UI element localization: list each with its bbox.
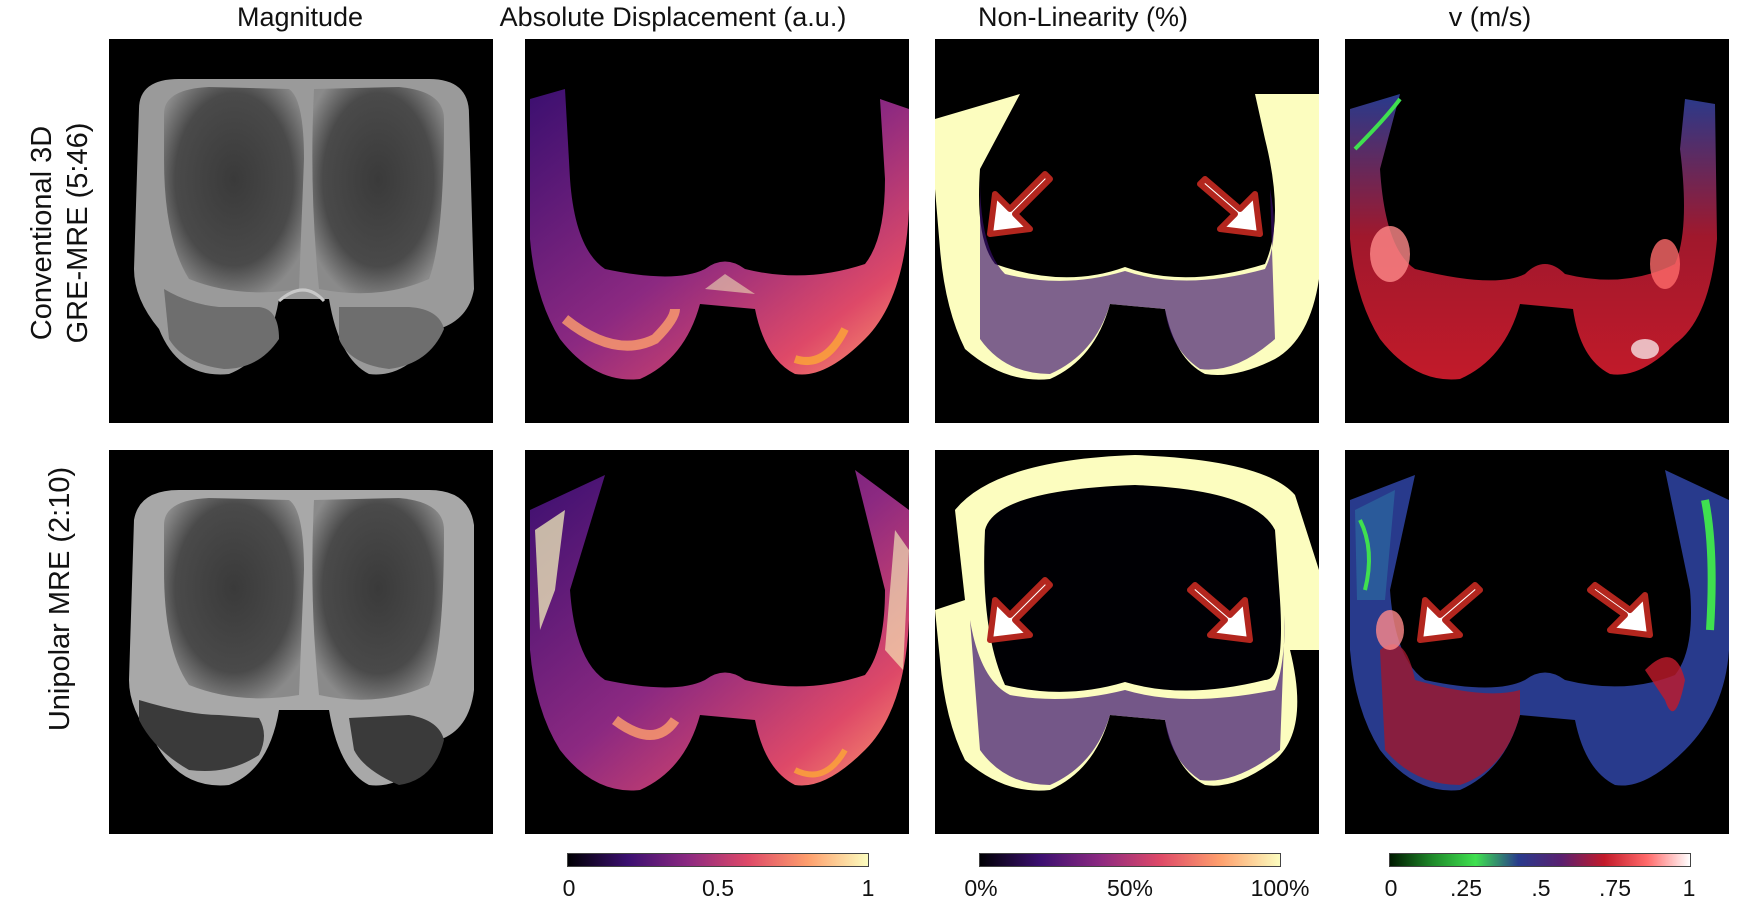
colorbar-velocity xyxy=(1389,853,1691,867)
arrow-icon xyxy=(987,171,1053,237)
colorbar-tick: 100% xyxy=(1250,875,1310,901)
colorbar-tick: 1 xyxy=(1682,875,1696,901)
title-magnitude: Magnitude xyxy=(236,2,364,32)
panel-velocity-conventional xyxy=(1345,39,1729,423)
colorbar-tick: .75 xyxy=(1599,875,1631,901)
title-displacement: Absolute Displacement (a.u.) xyxy=(499,2,847,32)
colorbar-tick: .25 xyxy=(1450,875,1482,901)
panel-magnitude-conventional xyxy=(109,39,493,423)
panel-displacement-unipolar xyxy=(525,450,909,834)
panel-nonlinearity-unipolar xyxy=(935,450,1319,834)
arrow-icon xyxy=(1587,582,1653,638)
title-nonlinearity: Non-Linearity (%) xyxy=(977,2,1189,32)
colorbar-tick: 50% xyxy=(1106,875,1154,901)
panel-displacement-conventional xyxy=(525,39,909,423)
arrow-icon xyxy=(1187,582,1253,643)
row-label-line1: Conventional 3D xyxy=(26,125,58,341)
title-velocity: v (m/s) xyxy=(1448,2,1532,32)
colorbar-tick: 0 xyxy=(562,875,576,901)
arrow-icon xyxy=(1197,176,1263,237)
arrow-icon xyxy=(987,577,1053,643)
colorbar-nonlinearity xyxy=(979,853,1281,867)
colorbar-tick: 1 xyxy=(861,875,875,901)
panel-magnitude-unipolar xyxy=(109,450,493,834)
row-label-conventional: Conventional 3D GRE-MRE (5:46) xyxy=(20,43,100,423)
colorbar-tick: 0 xyxy=(1384,875,1398,901)
colorbar-tick: 0.5 xyxy=(702,875,734,901)
row-label-unipolar: Unipolar MRE (2:10) xyxy=(20,409,100,789)
row-label-line1: Unipolar MRE (2:10) xyxy=(44,466,76,732)
arrow-icon xyxy=(1417,582,1483,643)
panel-nonlinearity-conventional xyxy=(935,39,1319,423)
panel-velocity-unipolar xyxy=(1345,450,1729,834)
colorbar-tick: 0% xyxy=(964,875,998,901)
colorbar-displacement xyxy=(567,853,869,867)
row-label-line2: GRE-MRE (5:46) xyxy=(62,122,94,344)
colorbar-tick: .5 xyxy=(1531,875,1551,901)
